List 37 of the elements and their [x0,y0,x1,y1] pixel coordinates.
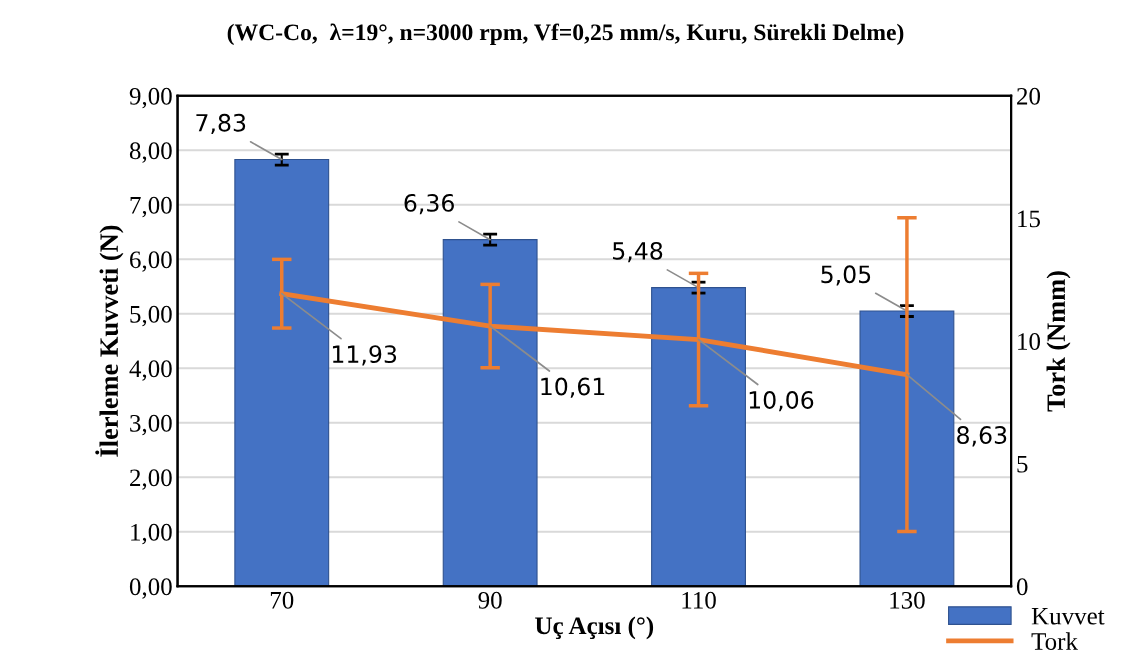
y2-tick-label: 10 [1018,333,1041,350]
y-tick-label: 9,00 [129,87,172,109]
x-tick-label: 130 [890,591,925,609]
legend-label: Kuvvet [1031,607,1105,625]
y2-tick-label: 5 [1017,455,1028,473]
y2-tick-label: 15 [1018,210,1040,228]
y-tick-label: 0,00 [129,578,172,599]
y2-axis-title: Tork (Nmm) [1046,271,1071,412]
x-tick-label: 70 [270,591,294,609]
y2-tick-label: 20 [1017,87,1041,105]
data-label: 5,48 [613,241,663,263]
data-label: 8,63 [957,426,1007,447]
chart-title: (WC-Co, λ=19°, n=3000 rpm, Vf=0,25 mm/s, Kuru, Sürekli Delme) [227,23,904,46]
y-tick-label: 7,00 [130,196,172,218]
x-tick-label: 110 [682,591,716,609]
y-tick-label: 5,00 [130,305,172,327]
data-label: 10,61 [541,377,605,398]
data-label: 5,05 [821,265,871,286]
y2-tick-label: 0 [1016,578,1028,596]
x-axis-title: Uç Açısı (°) [535,616,654,640]
data-label: 6,36 [404,193,454,215]
data-label: 10,06 [749,391,814,412]
y-tick-label: 2,00 [130,469,172,490]
y-tick-label: 6,00 [130,251,172,272]
y-tick-label: 4,00 [129,360,172,381]
bar [234,159,330,587]
y-tick-label: 3,00 [130,414,172,436]
y-axis-title: İlerleme Kuvveti (N) [95,225,124,457]
legend-label: Tork [1031,632,1078,650]
bar [859,310,955,587]
x-tick-label: 90 [478,591,502,609]
data-label: 11,93 [332,345,397,366]
y-tick-label: 8,00 [129,142,172,163]
bar [651,287,746,587]
y-tick-label: 1,00 [131,523,172,545]
data-label: 7,83 [196,113,246,135]
bar [442,239,538,587]
